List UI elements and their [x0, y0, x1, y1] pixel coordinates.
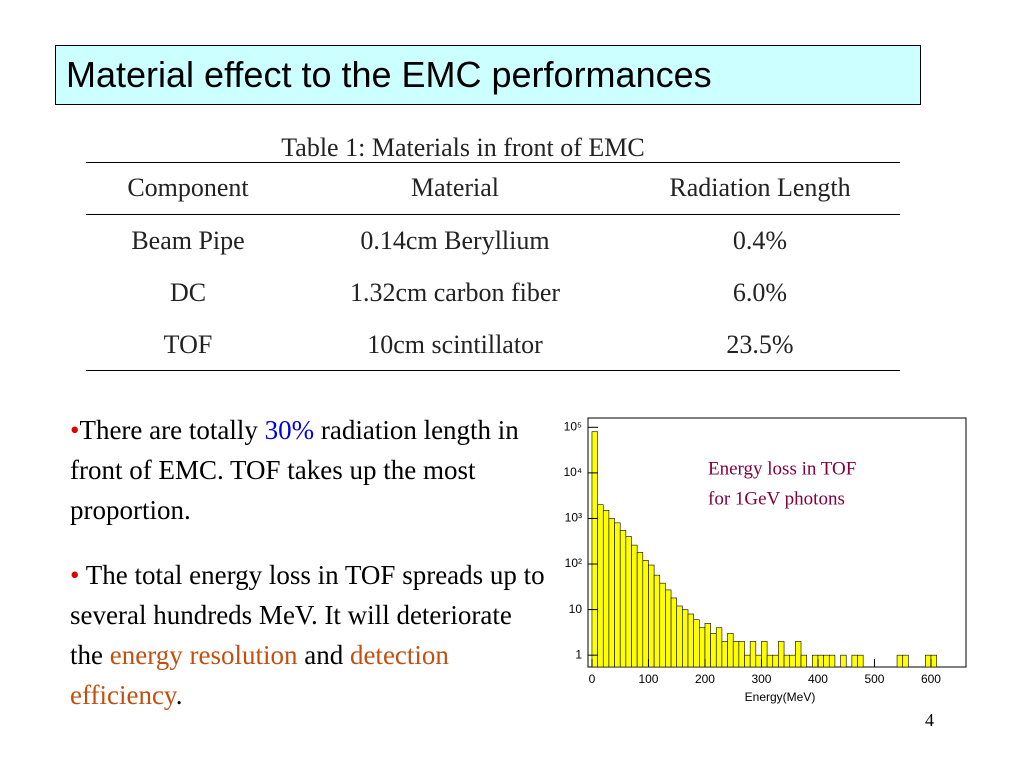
bar: [851, 654, 858, 668]
bar: [597, 504, 604, 668]
y-tick-label: 10: [569, 602, 583, 616]
x-tick-label: 0: [589, 672, 596, 686]
bar: [721, 641, 728, 668]
y-tick-label: 10⁵: [564, 419, 582, 433]
x-axis-label: Energy(MeV): [745, 690, 816, 704]
bar: [732, 641, 740, 668]
table-cell: 0.4%: [732, 226, 788, 255]
table-cell: Component: [127, 173, 249, 202]
bar: [828, 654, 836, 668]
table-cell: 0.14cm Beryllium: [360, 226, 550, 255]
bar: [631, 544, 638, 668]
bar: [715, 627, 723, 668]
y-tick-label: 10⁴: [563, 465, 582, 479]
table-cell: TOF: [163, 330, 213, 359]
bar: [727, 633, 734, 668]
text: radiation length in front of EMC. TOF ta…: [70, 415, 519, 525]
y-tick-label: 10³: [565, 511, 582, 525]
chart: 0 100 200 300 400 500 600 1 10 10² 10³ 10⁴ 10⁵ Energy…: [563, 417, 967, 704]
bar: [738, 641, 745, 668]
bar: [591, 431, 598, 668]
slide-title: Material effect to the EMC performances: [55, 45, 921, 105]
bar: [693, 619, 700, 668]
bar: [749, 641, 757, 668]
y-tick-label: 1: [575, 647, 582, 661]
bar: [778, 641, 785, 668]
bar: [761, 641, 768, 668]
y-tick-label: 10²: [565, 556, 582, 570]
bar: [755, 654, 762, 668]
x-tick-label: 100: [638, 672, 658, 686]
bar: [896, 654, 904, 668]
table-cell: 1.32cm carbon fiber: [349, 278, 561, 307]
table-cell: Beam Pipe: [131, 226, 245, 255]
rule: [86, 370, 900, 371]
x-tick-label: 500: [864, 672, 884, 686]
x-tick-label: 400: [808, 672, 828, 686]
table-cell: 10cm scintillator: [367, 330, 543, 359]
rule: [86, 214, 900, 215]
text: There are totally: [79, 415, 265, 445]
bar: [614, 522, 621, 668]
x-tick-label: 200: [695, 672, 715, 686]
bullet: •There are totally 30% radiation length …: [70, 415, 519, 525]
bar: [619, 529, 627, 668]
bar: [625, 536, 632, 668]
bar: [800, 654, 807, 668]
bar: [682, 609, 689, 668]
bar: [772, 654, 779, 668]
bar: [608, 518, 615, 668]
bar: [902, 654, 909, 668]
bar: [925, 654, 932, 668]
text: .: [175, 680, 183, 710]
bar: [766, 654, 774, 668]
bar: [795, 641, 802, 668]
bar: [812, 654, 819, 668]
bar: [659, 582, 666, 668]
bar: [840, 654, 847, 668]
bar: [817, 654, 824, 668]
text: detection efficiency: [70, 640, 449, 710]
bar: [930, 654, 937, 668]
table-cell: 23.5%: [726, 330, 794, 359]
table-caption: Table 1: Materials in front of EMC: [281, 133, 645, 162]
text: and: [297, 640, 350, 670]
table-cell: Material: [410, 173, 500, 202]
rule: [86, 162, 900, 163]
bar: [823, 654, 830, 668]
text: energy resolution: [109, 640, 298, 670]
bar: [687, 613, 694, 668]
text: The total energy loss in TOF spreads up …: [70, 560, 545, 670]
bar: [665, 589, 672, 668]
bar: [744, 654, 751, 668]
page-number: 4: [925, 710, 934, 730]
bar: [783, 654, 791, 668]
bar: [676, 605, 683, 668]
table-cell: Radiation Length: [669, 173, 851, 202]
bar: [789, 654, 796, 668]
bar: [857, 654, 864, 668]
x-tick-label: 600: [921, 672, 941, 686]
table-cell: 6.0%: [732, 278, 788, 307]
bar: [699, 627, 706, 668]
text: 30%: [264, 415, 315, 445]
bar: [648, 564, 655, 668]
bar: [642, 560, 649, 668]
bar: [653, 574, 661, 668]
bar: [670, 597, 678, 668]
bar: [636, 552, 644, 668]
annotation: for 1GeV photons: [708, 488, 845, 509]
bar: [710, 633, 717, 668]
x-tick-label: 300: [751, 672, 771, 686]
annotation: Energy loss in TOF: [708, 458, 856, 479]
bar: [704, 623, 711, 668]
table-cell: DC: [169, 278, 207, 307]
bullet: • The total energy loss in TOF spreads u…: [70, 560, 545, 710]
bar: [602, 510, 610, 668]
